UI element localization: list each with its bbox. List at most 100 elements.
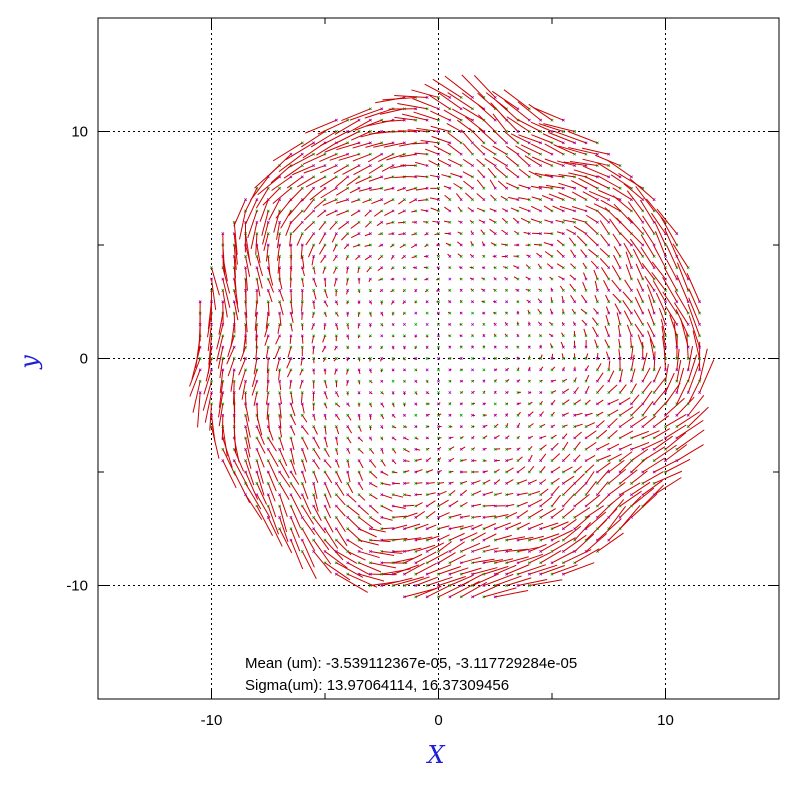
displacement-vector — [397, 187, 405, 192]
displacement-vector — [556, 231, 564, 235]
displacement-vector — [664, 228, 678, 257]
displacement-vector — [267, 471, 277, 492]
displacement-vector — [585, 222, 598, 235]
displacement-vector — [277, 256, 281, 274]
displacement-vector — [653, 458, 681, 473]
displacement-vector — [447, 132, 462, 144]
displacement-vector — [318, 221, 326, 231]
displacement-vector — [574, 465, 583, 473]
displacement-vector — [515, 289, 519, 291]
grid-point-marker — [255, 481, 259, 485]
displacement-vector — [455, 193, 462, 200]
displacement-vector — [449, 554, 466, 564]
displacement-vector — [574, 507, 591, 518]
displacement-vector — [527, 309, 530, 314]
displacement-vector — [618, 349, 621, 359]
displacement-vector — [688, 288, 701, 314]
displacement-vector — [415, 437, 419, 440]
displacement-vector — [351, 199, 360, 203]
displacement-vector — [642, 471, 664, 484]
displacement-vector — [438, 512, 450, 518]
displacement-vector — [443, 109, 462, 121]
grid-point-marker — [255, 425, 259, 429]
displacement-vector — [370, 562, 396, 569]
displacement-vector — [426, 524, 437, 530]
displacement-vector — [317, 119, 348, 135]
displacement-vector — [278, 369, 281, 381]
displacement-vector — [472, 515, 482, 518]
displacement-vector — [568, 147, 598, 155]
displacement-vector — [528, 454, 533, 461]
displacement-vector — [483, 424, 488, 428]
displacement-vector — [313, 528, 330, 551]
displacement-vector — [599, 220, 610, 234]
displacement-vector — [529, 551, 552, 564]
grid-point-marker — [266, 254, 270, 258]
displacement-vector — [192, 381, 201, 413]
displacement-vector — [334, 119, 360, 135]
displacement-vector — [461, 515, 470, 518]
grid-point-marker — [289, 425, 293, 429]
displacement-vector — [299, 381, 303, 389]
displacement-vector — [402, 113, 428, 121]
displacement-vector — [551, 353, 554, 359]
displacement-vector — [508, 196, 519, 201]
grid-point-marker — [437, 368, 440, 372]
displacement-vector — [390, 301, 394, 305]
displacement-vector — [469, 220, 473, 223]
grid-point-marker — [448, 391, 452, 395]
displacement-vector — [267, 369, 269, 384]
displacement-vector — [586, 234, 598, 246]
displacement-vector — [343, 244, 349, 250]
displacement-vector — [347, 562, 371, 576]
displacement-vector — [485, 92, 507, 110]
displacement-vector — [563, 534, 587, 552]
displacement-vector — [368, 335, 371, 338]
displacement-vector — [551, 466, 561, 473]
displacement-vector — [528, 103, 553, 121]
displacement-vector — [384, 210, 394, 217]
displacement-vector — [530, 143, 553, 155]
displacement-vector — [377, 153, 394, 163]
grid-point-marker — [448, 345, 452, 349]
displacement-vector — [358, 505, 370, 515]
displacement-vector — [324, 551, 348, 569]
displacement-vector — [566, 228, 575, 235]
displacement-vector — [414, 290, 417, 293]
displacement-vector — [619, 416, 634, 428]
displacement-vector — [543, 232, 553, 235]
displacement-vector — [543, 205, 553, 212]
displacement-vector — [460, 436, 464, 439]
displacement-vector — [551, 442, 559, 450]
displacement-vector — [536, 252, 541, 257]
displacement-vector — [279, 471, 291, 488]
grid-point-marker — [595, 345, 599, 349]
displacement-vector — [350, 210, 360, 217]
displacement-vector — [457, 206, 462, 212]
displacement-vector — [462, 158, 473, 166]
displacement-vector — [283, 165, 303, 179]
grid-point-marker — [391, 379, 395, 383]
displacement-vector — [517, 536, 534, 541]
displacement-vector — [323, 358, 326, 362]
displacement-vector — [335, 460, 340, 468]
grid-point-marker — [391, 311, 395, 315]
grid-point-marker — [505, 493, 509, 497]
grid-point-marker — [346, 368, 350, 372]
displacement-vector — [267, 505, 280, 535]
displacement-vector — [529, 579, 563, 586]
displacement-vector — [404, 553, 423, 564]
displacement-vector — [335, 426, 340, 435]
displacement-vector — [267, 301, 270, 317]
mean-value: -3.539112367e-05, -3.117729284e-05 — [326, 655, 577, 672]
displacement-vector — [335, 312, 339, 317]
displacement-vector — [574, 548, 600, 564]
displacement-vector — [335, 324, 339, 330]
displacement-vector — [506, 357, 508, 359]
displacement-vector — [403, 358, 406, 361]
grid-point-marker — [482, 175, 486, 179]
displacement-vector — [270, 165, 292, 184]
displacement-vector — [301, 301, 303, 312]
displacement-vector — [622, 291, 632, 303]
displacement-vector — [653, 386, 669, 405]
